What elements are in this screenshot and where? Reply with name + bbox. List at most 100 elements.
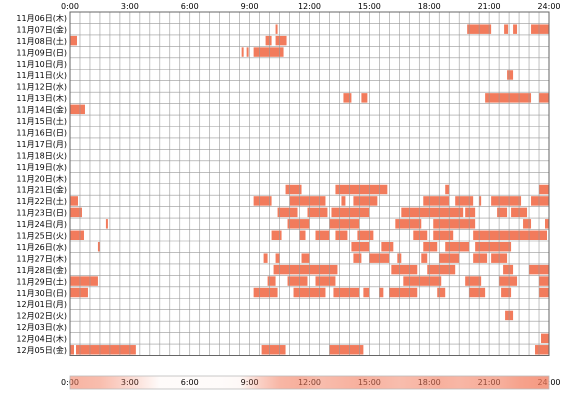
activity-bar-19-5 — [357, 230, 374, 240]
activity-bar-19-8 — [473, 230, 548, 240]
activity-bar-24-1 — [253, 287, 278, 298]
activity-bar-23-1 — [267, 276, 276, 286]
activity-bar-18-4 — [433, 219, 476, 229]
activity-bar-16-0 — [70, 196, 78, 206]
activity-bar-7-3 — [539, 93, 549, 103]
activity-bar-29-1 — [75, 345, 136, 355]
activity-bar-19-0 — [70, 230, 84, 240]
activity-bar-15-3 — [539, 184, 549, 195]
activity-bar-3-0 — [241, 47, 244, 57]
activity-bar-16-1 — [253, 196, 272, 206]
x-tick-top-7: 21:00 — [478, 2, 501, 11]
x-axis-ticks: 0:000:003:003:006:006:009:009:0012:0012:… — [61, 2, 561, 387]
activity-bar-23-7 — [539, 276, 549, 286]
row-label-23: 11月29日(土) — [16, 276, 67, 286]
activity-bar-19-1 — [271, 230, 282, 240]
row-label-17: 11月23日(日) — [16, 209, 67, 218]
activity-bars — [70, 24, 549, 355]
row-label-6: 11月12日(水) — [16, 82, 67, 92]
activity-bar-19-2 — [299, 230, 306, 240]
activity-bar-22-2 — [427, 264, 456, 275]
activity-bar-16-8 — [491, 196, 522, 206]
activity-bar-20-2 — [381, 242, 394, 252]
activity-bar-16-7 — [479, 196, 482, 206]
activity-bar-23-4 — [403, 276, 442, 286]
row-label-12: 11月18日(火) — [16, 151, 67, 160]
summary-strip — [69, 375, 550, 390]
row-label-21: 11月27日(木) — [16, 253, 67, 263]
activity-bar-24-0 — [70, 287, 88, 298]
row-label-18: 11月24日(月) — [16, 220, 67, 229]
x-tick-top-6: 18:00 — [418, 2, 441, 11]
activity-bar-29-0 — [70, 345, 74, 355]
activity-bar-20-0 — [97, 242, 100, 252]
activity-bar-24-4 — [363, 287, 370, 298]
activity-bar-3-1 — [246, 47, 249, 57]
activity-bar-1-3 — [513, 24, 518, 34]
row-label-19: 11月25日(火) — [16, 232, 67, 241]
row-label-3: 11月09日(日) — [16, 48, 67, 57]
row-label-16: 11月22日(土) — [16, 196, 67, 206]
row-label-29: 12月05日(金) — [16, 345, 67, 355]
row-label-22: 11月28日(金) — [16, 265, 67, 275]
row-label-4: 11月10日(月) — [16, 60, 67, 69]
x-tick-top-8: 24:00 — [537, 2, 560, 11]
x-tick-top-4: 12:00 — [298, 2, 321, 11]
activity-bar-24-10 — [539, 287, 549, 298]
activity-bar-18-2 — [329, 219, 360, 229]
activity-bar-16-5 — [423, 196, 450, 206]
activity-bar-19-4 — [335, 230, 348, 240]
activity-bar-18-5 — [523, 219, 532, 229]
activity-bar-23-3 — [315, 276, 336, 286]
row-label-10: 11月16日(日) — [16, 128, 67, 137]
activity-bar-17-4 — [401, 207, 464, 218]
activity-bar-22-1 — [391, 264, 418, 275]
row-label-13: 11月19日(水) — [16, 162, 67, 172]
activity-bar-1-4 — [531, 24, 549, 34]
summary-strip-border — [69, 375, 550, 390]
row-label-2: 11月08日(土) — [16, 36, 67, 46]
activity-bar-17-1 — [277, 207, 298, 218]
activity-bar-24-6 — [389, 287, 418, 298]
activity-bar-22-3 — [503, 264, 514, 275]
activity-bar-20-1 — [351, 242, 370, 252]
activity-bar-21-0 — [263, 253, 268, 263]
activity-bar-16-3 — [341, 196, 346, 206]
activity-bar-17-5 — [465, 207, 476, 218]
row-label-7: 11月13日(木) — [16, 93, 67, 103]
activity-bar-19-6 — [413, 230, 428, 240]
row-label-20: 11月26日(水) — [16, 242, 67, 252]
activity-bar-22-0 — [273, 264, 338, 275]
activity-bar-3-2 — [253, 47, 284, 57]
activity-bar-29-3 — [329, 345, 364, 355]
activity-bar-23-6 — [499, 276, 518, 286]
activity-bar-8-0 — [70, 104, 85, 115]
activity-bar-2-1 — [265, 35, 272, 46]
row-label-1: 11月07日(金) — [16, 24, 67, 34]
x-tick-top-2: 6:00 — [181, 2, 199, 11]
activity-bar-5-0 — [507, 70, 514, 80]
activity-bar-21-2 — [301, 253, 310, 263]
activity-bar-17-0 — [70, 207, 82, 218]
row-label-15: 11月21日(金) — [16, 185, 67, 195]
grid-lines — [69, 11, 550, 356]
activity-bar-19-7 — [433, 230, 454, 240]
activity-bar-2-2 — [275, 35, 287, 46]
activity-bar-21-3 — [353, 253, 362, 263]
row-label-9: 11月15日(土) — [16, 116, 67, 126]
activity-bar-23-5 — [465, 276, 482, 286]
activity-bar-17-6 — [497, 207, 508, 218]
row-label-26: 12月02日(火) — [16, 312, 67, 321]
activity-bar-2-0 — [70, 35, 77, 46]
row-label-5: 11月11日(火) — [16, 71, 67, 80]
activity-bar-15-0 — [285, 184, 302, 195]
x-tick-top-0: 0:00 — [61, 2, 79, 11]
row-label-11: 11月17日(月) — [16, 140, 67, 149]
x-tick-top-3: 9:00 — [241, 2, 259, 11]
activity-bar-16-9 — [531, 196, 549, 206]
x-tick-top-5: 15:00 — [358, 2, 381, 11]
row-label-27: 12月03日(水) — [16, 322, 67, 332]
activity-bar-7-2 — [485, 93, 532, 103]
activity-bar-19-3 — [315, 230, 330, 240]
